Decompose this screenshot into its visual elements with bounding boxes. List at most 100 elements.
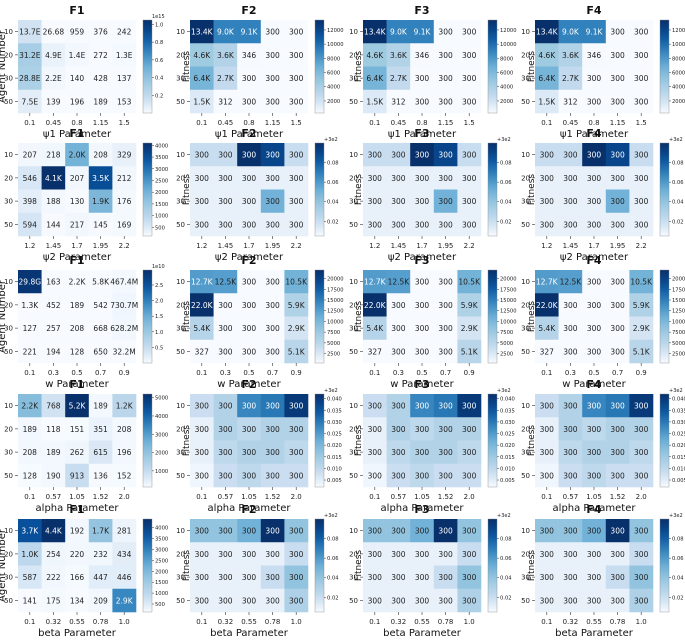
x-axis-label: alpha Parameter (36, 503, 120, 514)
chart-title: F2 (241, 127, 256, 140)
cell-label: 300 (218, 197, 233, 206)
heatmap-cell (410, 293, 435, 317)
heatmap-cell (190, 463, 214, 488)
colorbar-tick-label: 20000 (500, 277, 517, 283)
cell-label: 208 (93, 151, 108, 160)
chart-title: F4 (586, 503, 602, 516)
heatmap-cell (260, 212, 285, 237)
cell-label: 467.4M (110, 278, 138, 287)
x-tick-label: 1.52 (438, 493, 454, 501)
cell-label: 12.7K (364, 278, 387, 287)
x-tick-label: 1.15 (93, 119, 109, 127)
heatmap-cell (457, 417, 482, 441)
x-tick-label: 0.55 (241, 618, 257, 626)
colorbar-tick-label: 0.2 (155, 93, 163, 99)
cell-label: 218 (46, 151, 61, 160)
cell-label: 22.0K (364, 301, 387, 310)
colorbar-tick-label: 12500 (500, 309, 517, 315)
colorbar-tick-label: 0.040 (327, 397, 342, 403)
cell-label: 300 (610, 278, 625, 287)
cell-label: 300 (587, 278, 602, 287)
heatmap-cell (605, 542, 630, 566)
cell-label: 300 (610, 596, 625, 605)
colorbar-label: Fitness (182, 425, 192, 456)
heatmap-cell (284, 66, 309, 91)
y-tick-label: 50 (349, 98, 358, 106)
heatmap-cell (386, 143, 411, 167)
colorbar-tick-label: 3000 (155, 432, 168, 438)
colorbar (659, 393, 670, 488)
y-tick-label: 10 (176, 402, 185, 410)
heatmap-cell (582, 542, 607, 566)
heatmap-cell (605, 565, 630, 590)
cell-label: 300 (540, 402, 555, 411)
colorbar (487, 142, 498, 237)
cell-label: 300 (610, 220, 625, 229)
cell-label: 300 (610, 51, 625, 60)
heatmap-cell (535, 293, 559, 317)
heatmap-cell (41, 293, 66, 317)
cell-label: 9.1K (241, 28, 259, 37)
cell-label: 300 (195, 471, 210, 480)
colorbar-label: Fitness (527, 425, 537, 456)
cell-label: 300 (540, 151, 555, 160)
colorbar-tick-label: 2000 (672, 99, 685, 105)
heatmap-cell (582, 20, 607, 44)
heatmap-cell (457, 43, 482, 67)
heatmap-cell (65, 316, 90, 341)
heatmap-cell (213, 440, 238, 465)
heatmap-cell (558, 417, 583, 441)
heatmap-cell (535, 66, 559, 91)
cell-label: 189 (93, 402, 108, 411)
colorbar-tick-label: 0.030 (672, 420, 685, 426)
heatmap-cell (260, 339, 285, 364)
x-tick-label: 0.57 (46, 493, 62, 501)
heatmap-cell (112, 293, 137, 317)
heatmap-cell (260, 143, 285, 167)
colorbar (314, 269, 325, 364)
x-tick-label: 0.1 (24, 119, 35, 127)
cell-label: 130 (70, 197, 85, 206)
heatmap-cell (260, 43, 285, 67)
x-axis-label: beta Parameter (38, 628, 117, 639)
heatmap-cell (18, 339, 42, 364)
heatmap-panel: F3 12.7K 12.5K 300 300 10.5K 22.0K 300 300 300 5.9… (349, 254, 537, 390)
cell-label: 2.0K (69, 151, 87, 160)
cell-label: 300 (368, 527, 383, 536)
cell-label: 300 (218, 220, 233, 229)
y-tick-label: 30 (521, 75, 530, 83)
heatmap-cell (41, 43, 66, 67)
cell-label: 300 (634, 425, 649, 434)
cell-label: 272 (93, 51, 108, 60)
cell-label: 1.5K (193, 97, 211, 106)
heatmap-cell (18, 270, 42, 294)
heatmap-panel: F3 300 300 300 300 300 300 300 300 300 300 300 300 30… (349, 127, 537, 263)
colorbar-label: Fitness (182, 174, 192, 205)
heatmap-cell (558, 394, 583, 418)
y-tick-label: 20 (4, 51, 13, 59)
heatmap-cell (582, 519, 607, 543)
cell-label: 10.5K (630, 278, 653, 287)
heatmap-cell (363, 143, 387, 167)
heatmap-cell (535, 394, 559, 418)
colorbar-tick-label: 6000 (500, 71, 513, 77)
heatmap-cell (605, 212, 630, 237)
heatmap-cell (386, 316, 411, 341)
colorbar-tick-label: 0.015 (672, 455, 685, 461)
heatmap-cell (18, 565, 42, 590)
y-tick-label: 50 (521, 221, 530, 229)
heatmap-cell (88, 20, 113, 44)
cell-label: 300 (634, 596, 649, 605)
colorbar (142, 19, 153, 114)
heatmap-cell (582, 293, 607, 317)
cell-label: 189 (70, 301, 85, 310)
cell-label: 300 (610, 550, 625, 559)
y-tick-label: 20 (349, 425, 358, 433)
cell-label: 5.8K (92, 278, 110, 287)
cell-label: 300 (610, 425, 625, 434)
x-tick-label: 0.55 (586, 618, 602, 626)
cell-label: 300 (587, 425, 602, 434)
colorbar-tick-label: 3000 (155, 167, 168, 173)
heatmap-cell (433, 293, 458, 317)
cell-label: 300 (368, 425, 383, 434)
